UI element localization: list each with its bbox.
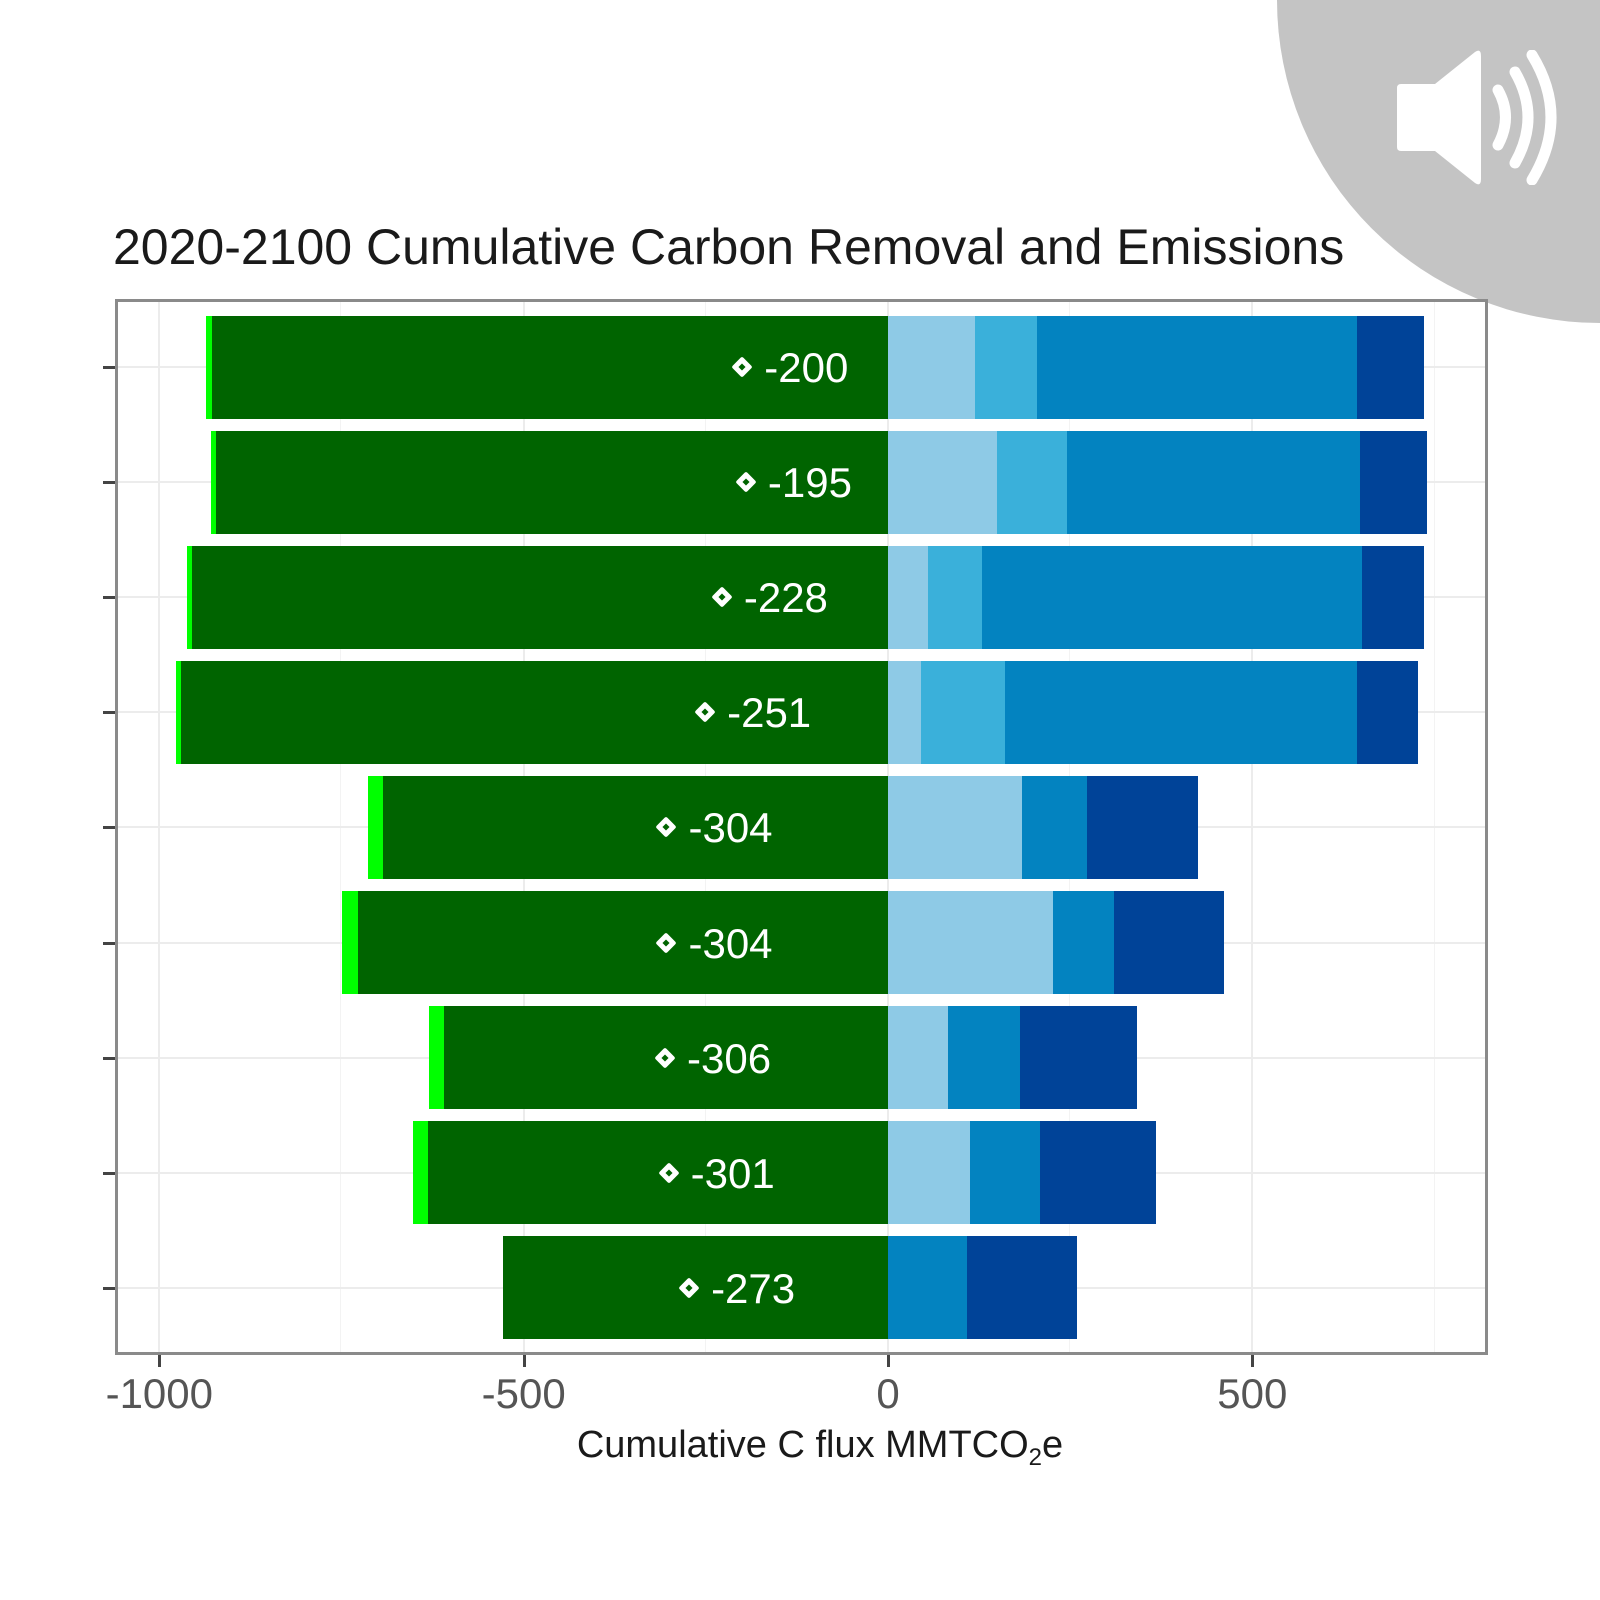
x-axis-tick	[887, 1355, 890, 1367]
bar-segment-emission	[1019, 1006, 1138, 1110]
bar-segment-emission	[1360, 430, 1428, 534]
y-axis-tick	[103, 941, 115, 945]
x-axis-tick-label: 500	[1217, 1370, 1288, 1417]
bar-segment-removal	[342, 891, 358, 994]
net-value-label: -228	[743, 574, 828, 622]
net-value-label: -273	[711, 1264, 796, 1312]
bar-segment-removal	[216, 430, 888, 534]
y-axis-tick	[103, 711, 115, 715]
bar-segment-emission	[928, 545, 982, 649]
chart-title: 2020-2100 Cumulative Carbon Removal and …	[113, 219, 1345, 275]
bar-segment-emission	[920, 660, 1005, 764]
bar-segment-removal	[176, 660, 182, 764]
bar-segment-removal	[383, 775, 888, 879]
bar-segment-emission	[997, 430, 1067, 534]
bar-segment-removal	[211, 430, 217, 534]
bar-segment-removal	[428, 1006, 445, 1110]
bar-segment-emission	[1066, 430, 1361, 534]
x-axis-tick	[1251, 1355, 1255, 1367]
y-axis-tick	[103, 481, 115, 485]
net-value-label: -301	[690, 1149, 775, 1197]
x-axis-tick-label: -500	[481, 1370, 566, 1417]
bar-segment-emission	[974, 315, 1037, 419]
bar-segment-emission	[1004, 660, 1358, 764]
bar-segment-emission	[888, 430, 998, 534]
y-axis-tick	[103, 1171, 115, 1175]
bar-segment-removal	[367, 775, 383, 879]
x-axis-title-main: Cumulative C flux MMTCO	[576, 1424, 1029, 1466]
bar-segment-removal	[205, 315, 212, 419]
bar-segment-removal	[444, 1006, 888, 1110]
y-axis-tick	[103, 826, 115, 830]
x-axis-title-end: e	[1042, 1424, 1064, 1466]
bar-segment-emission	[1052, 891, 1114, 994]
bar-segment-emission	[1022, 775, 1087, 879]
bar-segment-emission	[1357, 660, 1419, 764]
bar-segment-emission	[888, 660, 921, 764]
bar-segment-removal	[357, 891, 888, 994]
x-axis-title-subscript: 2	[1028, 1444, 1043, 1471]
y-axis-tick	[103, 1286, 115, 1290]
bar-segment-emission	[888, 775, 1023, 879]
bar-segment-removal	[412, 1121, 429, 1225]
bar-segment-removal	[181, 660, 888, 764]
bar-segment-emission	[888, 1121, 971, 1225]
bar-segment-emission	[1357, 315, 1425, 419]
y-axis-tick	[103, 1056, 115, 1060]
x-axis-tick	[522, 1355, 526, 1367]
bar-segment-removal	[211, 315, 888, 419]
bar-segment-emission	[1040, 1121, 1157, 1225]
bar-segment-emission	[982, 545, 1362, 649]
bar-segment-emission	[970, 1121, 1041, 1225]
net-value-label: -306	[687, 1034, 772, 1082]
bar-segment-emission	[1113, 891, 1224, 994]
bar-segment-emission	[1361, 545, 1424, 649]
bar-segment-emission	[1086, 775, 1198, 879]
bar-segment-removal	[192, 545, 888, 649]
bar-segment-emission	[1036, 315, 1358, 419]
net-value-label: -200	[764, 344, 849, 391]
bar-segment-emission	[888, 1236, 967, 1340]
bar-segment-removal	[428, 1121, 888, 1225]
bar-segment-emission	[888, 315, 975, 419]
bar-segment-emission	[947, 1006, 1020, 1110]
speaker-icon[interactable]	[1395, 50, 1565, 185]
bar-segment-emission	[966, 1236, 1077, 1340]
bar-segment-emission	[888, 891, 1053, 994]
y-axis-tick	[103, 596, 115, 600]
x-axis-tick	[158, 1355, 162, 1367]
x-axis-title: Cumulative C flux MMTCO2e	[0, 1424, 1600, 1472]
x-axis-tick-label: 0	[876, 1370, 900, 1417]
bar-segment-removal	[186, 545, 193, 649]
y-axis-tick	[103, 366, 115, 369]
x-axis-tick-label: -1000	[105, 1370, 214, 1417]
net-value-label: -304	[688, 919, 773, 967]
bar-segment-emission	[888, 545, 929, 649]
net-value-label: -195	[767, 459, 852, 507]
bar-segment-removal	[503, 1236, 888, 1340]
bar-segment-emission	[888, 1006, 948, 1110]
net-value-label: -251	[727, 689, 812, 737]
net-value-label: -304	[688, 804, 773, 852]
